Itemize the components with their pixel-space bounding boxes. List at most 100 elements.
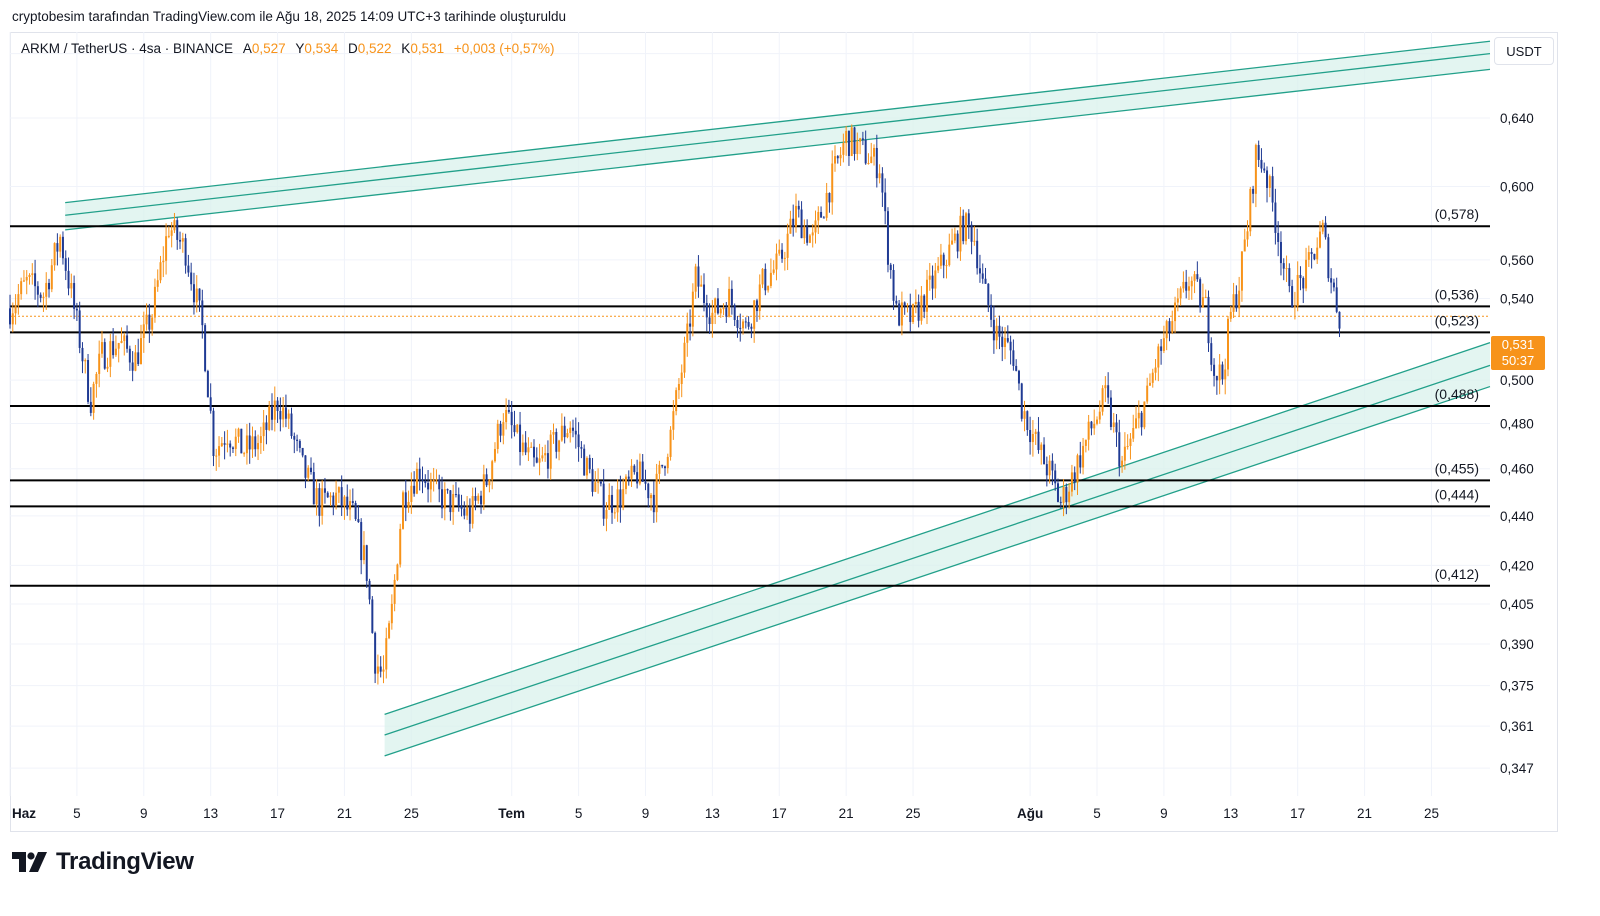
candle-body: [17, 294, 20, 306]
candle-body: [1121, 460, 1124, 467]
x-tick-label: 9: [642, 806, 650, 821]
candle-body: [622, 489, 625, 508]
candle-body: [360, 522, 363, 561]
candle-body: [775, 253, 778, 270]
candle-body: [914, 301, 917, 305]
candle-body: [1274, 202, 1277, 233]
candle-body: [1112, 422, 1115, 427]
candle-body: [432, 479, 435, 481]
candle-body: [781, 249, 784, 259]
candle-body: [349, 501, 352, 510]
candle-body: [206, 371, 209, 398]
candle-body: [861, 138, 864, 140]
candle-body: [443, 489, 446, 509]
symbol-name[interactable]: ARKM / TetherUS · 4sa · BINANCE: [21, 41, 234, 56]
candle-body: [605, 509, 608, 519]
candle-body: [340, 487, 343, 507]
y-tick-label: 0,390: [1500, 637, 1534, 652]
candle-body: [1204, 296, 1207, 298]
candle-body: [187, 265, 190, 273]
candle-body: [638, 461, 641, 484]
candle-body: [1285, 268, 1288, 270]
candle-body: [1293, 306, 1296, 308]
candle-body: [1126, 445, 1129, 447]
y-tick-label: 0,375: [1500, 679, 1534, 694]
candle-body: [1151, 372, 1154, 383]
candle-body: [644, 481, 647, 484]
candle-body: [407, 501, 410, 509]
candle-body: [834, 156, 837, 164]
candle-body: [1332, 282, 1335, 288]
candle-body: [1196, 274, 1199, 280]
candle-body: [672, 411, 675, 430]
candle-body: [1148, 382, 1151, 386]
candle-body: [73, 283, 76, 309]
candle-body: [811, 232, 814, 236]
candle-body: [323, 488, 326, 493]
candle-body: [1107, 385, 1110, 398]
last-price-badge: 0,531 50:37: [1491, 336, 1545, 370]
candle-body: [293, 436, 296, 440]
currency-button[interactable]: USDT: [1494, 37, 1554, 65]
candle-body: [410, 485, 413, 502]
candle-body: [460, 505, 463, 509]
candle-body: [716, 298, 719, 314]
candle-body: [1140, 412, 1143, 428]
candle-body: [438, 479, 441, 490]
x-tick-label: 9: [1160, 806, 1168, 821]
candle-body: [1029, 430, 1032, 443]
candle-body: [1279, 241, 1282, 264]
candle-body: [463, 508, 466, 516]
candle-body: [650, 494, 653, 499]
close-value: 0,531: [410, 41, 445, 56]
candle-body: [1254, 145, 1257, 194]
candle-body: [1079, 455, 1082, 468]
candle-body: [769, 272, 772, 286]
y-tick-label: 0,347: [1500, 761, 1534, 776]
candle-body: [611, 494, 614, 513]
candle-body: [226, 443, 229, 445]
candle-body: [1302, 278, 1305, 289]
level-layer: [10, 225, 1490, 587]
candle-body: [1227, 318, 1230, 370]
upper-channel-line: [65, 40, 1491, 204]
candle-body: [1065, 486, 1068, 503]
candle-body: [753, 300, 756, 329]
candle-body: [563, 425, 566, 438]
candle-body: [934, 270, 937, 289]
candle-body: [204, 325, 207, 372]
candle-body: [1076, 455, 1079, 483]
candle-body: [1266, 170, 1269, 188]
x-tick-label: 17: [270, 806, 285, 821]
candle-body: [825, 192, 828, 218]
candle-body: [1101, 388, 1104, 412]
lower-channel-line: [384, 364, 1491, 736]
candle-body: [457, 494, 460, 506]
candle-body: [64, 258, 67, 271]
candle-body: [1235, 294, 1238, 309]
candle-body: [170, 230, 173, 236]
candle-body: [145, 314, 148, 325]
candle-body: [608, 494, 611, 510]
tradingview-logo[interactable]: TradingView: [12, 848, 194, 876]
candle-body: [892, 270, 895, 301]
candle-body: [53, 243, 56, 266]
candle-body: [1054, 470, 1057, 484]
candle-body: [917, 301, 920, 321]
candle-body: [290, 413, 293, 437]
channel-layer: [65, 40, 1491, 757]
x-tick-label: 13: [203, 806, 218, 821]
candle-body: [424, 480, 427, 484]
y-tick-label: 0,500: [1500, 373, 1534, 388]
candle-body: [1313, 253, 1316, 260]
candle-body: [374, 632, 377, 674]
candle-body: [566, 433, 569, 438]
candle-body: [1243, 239, 1246, 252]
y-tick-label: 0,560: [1500, 253, 1534, 268]
candle-body: [307, 467, 310, 478]
candle-body: [853, 127, 856, 155]
candle-body: [427, 483, 430, 490]
candle-body: [45, 282, 48, 297]
candle-body: [1174, 302, 1177, 322]
